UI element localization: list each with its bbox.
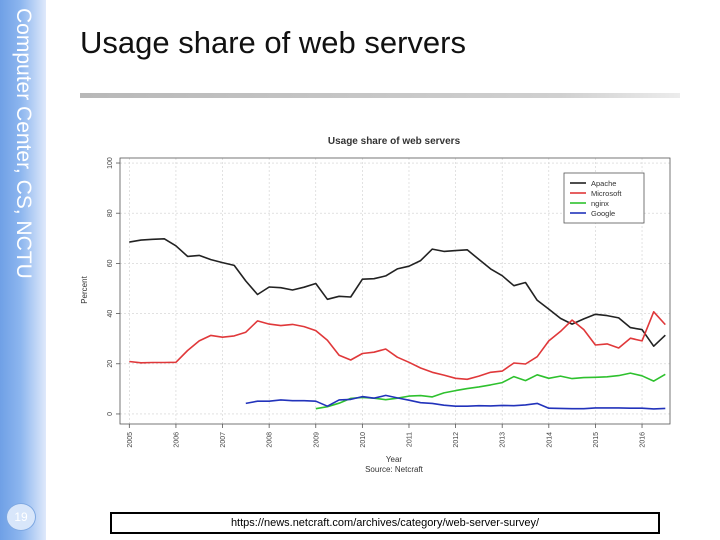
legend-label: Apache (591, 179, 616, 188)
y-axis-label: Percent (80, 275, 89, 303)
x-tick-label: 2009 (313, 432, 320, 448)
y-tick-label: 60 (107, 259, 114, 267)
y-tick-label: 20 (107, 360, 114, 368)
y-tick-label: 80 (107, 209, 114, 217)
x-tick-label: 2005 (127, 432, 134, 448)
chart-title: Usage share of web servers (328, 136, 461, 147)
page-title: Usage share of web servers (80, 25, 466, 60)
series-line-google (245, 394, 666, 410)
x-tick-label: 2012 (453, 432, 460, 448)
y-tick-label: 40 (107, 310, 114, 318)
grid-lines (120, 158, 670, 424)
sidebar-band: Computer Center, CS, NCTU 19 (0, 0, 46, 540)
usage-share-chart: Usage share of web servers 0 20 40 60 80 100 2… (76, 128, 678, 478)
x-tick-label: 2008 (267, 432, 274, 448)
series-lines (129, 238, 666, 410)
legend-label: Google (591, 209, 615, 218)
legend-box (563, 172, 645, 224)
source-url-box: https://news.netcraft.com/archives/categ… (110, 512, 660, 534)
x-tick-label: 2007 (220, 432, 227, 448)
series-line-microsoft (129, 311, 666, 381)
y-tick-label: 0 (107, 412, 114, 416)
title-divider (80, 93, 680, 98)
x-tick-label: 2014 (546, 432, 553, 448)
legend-label: nginx (591, 199, 609, 208)
y-tick-label: 100 (107, 157, 114, 169)
legend-label: Microsoft (591, 189, 622, 198)
plot-frame (119, 157, 671, 425)
axis-ticks: 0 20 40 60 80 100 2005 2006 2007 2008 2009 2010 2011… (107, 157, 647, 448)
x-tick-label: 2013 (500, 432, 507, 448)
x-tick-label: 2010 (360, 432, 367, 448)
x-tick-label: 2015 (593, 432, 600, 448)
source-note: Source: Netcraft (365, 465, 424, 474)
sidebar-title: Computer Center, CS, NCTU (12, 8, 35, 279)
x-tick-label: 2016 (640, 432, 647, 448)
x-tick-label: 2011 (406, 432, 413, 447)
x-axis-label: Year (386, 455, 403, 464)
page-number: 19 (6, 503, 36, 531)
x-tick-label: 2006 (173, 432, 180, 448)
